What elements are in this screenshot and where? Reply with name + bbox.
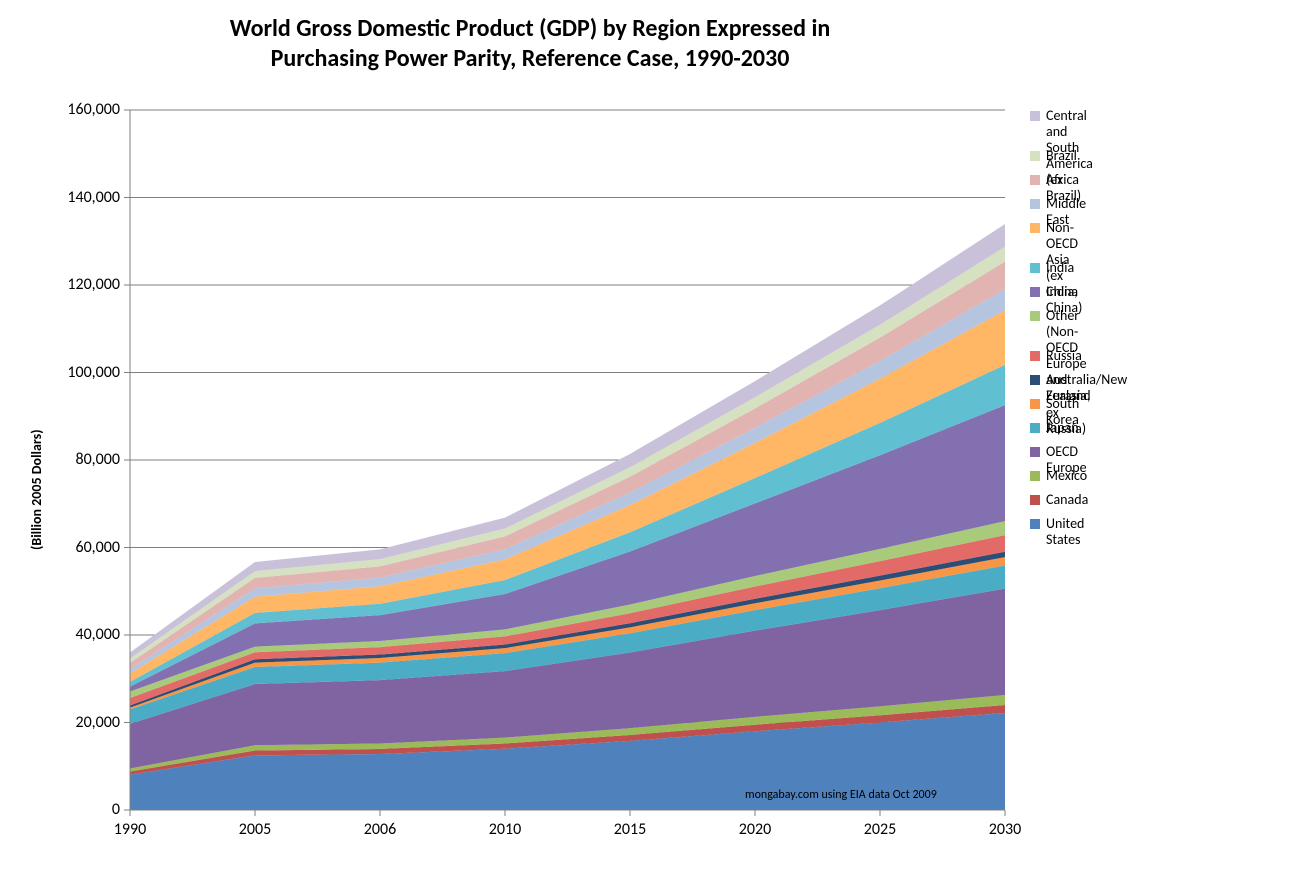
legend-label: Canada bbox=[1046, 492, 1088, 508]
legend-swatch bbox=[1030, 519, 1040, 529]
x-tick-label: 2005 bbox=[225, 820, 285, 839]
legend-swatch bbox=[1030, 447, 1040, 457]
legend-label: India bbox=[1046, 260, 1074, 276]
legend-swatch bbox=[1030, 223, 1040, 233]
legend-swatch bbox=[1030, 111, 1040, 121]
legend-label: Russia bbox=[1046, 348, 1082, 364]
legend-item: India bbox=[1030, 260, 1074, 276]
x-tick-label: 2015 bbox=[600, 820, 660, 839]
legend-label: United States bbox=[1046, 516, 1084, 548]
x-tick-label: 2030 bbox=[975, 820, 1035, 839]
legend-swatch bbox=[1030, 471, 1040, 481]
legend-item: Japan bbox=[1030, 420, 1079, 436]
legend-swatch bbox=[1030, 423, 1040, 433]
legend-label: China bbox=[1046, 284, 1078, 300]
legend-item: Russia bbox=[1030, 348, 1082, 364]
y-tick-label: 120,000 bbox=[40, 275, 120, 294]
y-tick-label: 160,000 bbox=[40, 100, 120, 119]
y-tick-label: 100,000 bbox=[40, 363, 120, 382]
legend-swatch bbox=[1030, 287, 1040, 297]
x-tick-label: 2025 bbox=[850, 820, 910, 839]
legend-swatch bbox=[1030, 375, 1040, 385]
chart-container: World Gross Domestic Product (GDP) by Re… bbox=[0, 0, 1298, 879]
y-axis-label: (Billion 2005 Dollars) bbox=[28, 429, 45, 550]
legend-item: China bbox=[1030, 284, 1078, 300]
legend-swatch bbox=[1030, 351, 1040, 361]
legend-swatch bbox=[1030, 199, 1040, 209]
y-tick-label: 20,000 bbox=[40, 713, 120, 732]
legend-item: Canada bbox=[1030, 492, 1088, 508]
legend-swatch bbox=[1030, 399, 1040, 409]
y-tick-label: 140,000 bbox=[40, 188, 120, 207]
legend-label: Japan bbox=[1046, 420, 1079, 436]
x-tick-label: 2006 bbox=[350, 820, 410, 839]
y-tick-label: 0 bbox=[40, 800, 120, 819]
source-note: mongabay.com using EIA data Oct 2009 bbox=[745, 788, 937, 802]
legend-swatch bbox=[1030, 495, 1040, 505]
legend-swatch bbox=[1030, 175, 1040, 185]
legend-item: United States bbox=[1030, 516, 1084, 548]
y-tick-label: 60,000 bbox=[40, 538, 120, 557]
legend-label: Mexico bbox=[1046, 468, 1087, 484]
chart-title: World Gross Domestic Product (GDP) by Re… bbox=[0, 14, 1060, 74]
legend-swatch bbox=[1030, 263, 1040, 273]
x-tick-label: 2010 bbox=[475, 820, 535, 839]
legend-item: Africa bbox=[1030, 172, 1079, 188]
legend-label: Brazil bbox=[1046, 148, 1077, 164]
y-tick-label: 80,000 bbox=[40, 450, 120, 469]
x-tick-label: 2020 bbox=[725, 820, 785, 839]
stacked-area-plot bbox=[0, 0, 1298, 879]
legend-swatch bbox=[1030, 311, 1040, 321]
y-tick-label: 40,000 bbox=[40, 625, 120, 644]
legend-label: Africa bbox=[1046, 172, 1079, 188]
legend-swatch bbox=[1030, 151, 1040, 161]
x-tick-label: 1990 bbox=[100, 820, 160, 839]
legend-item: Brazil bbox=[1030, 148, 1077, 164]
legend-item: Mexico bbox=[1030, 468, 1087, 484]
